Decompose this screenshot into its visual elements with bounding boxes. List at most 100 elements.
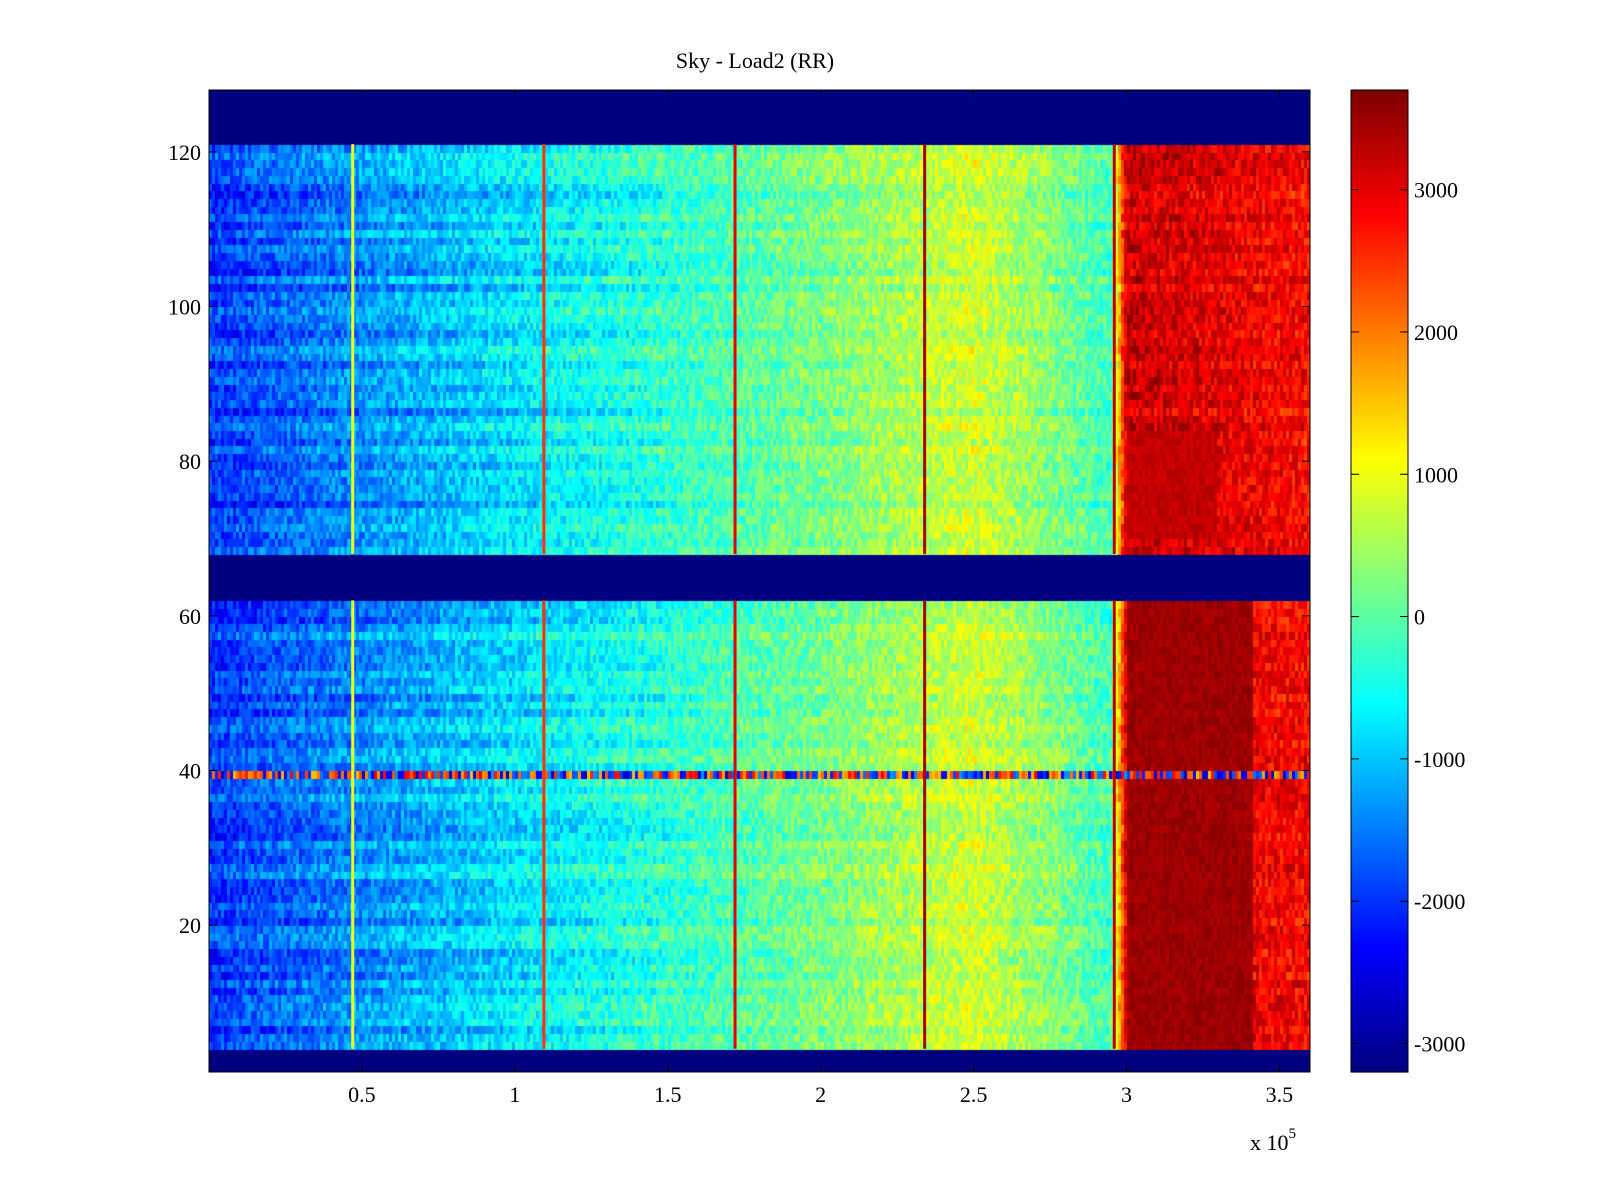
colorbar-step <box>1351 1010 1408 1016</box>
colorbar-step <box>1351 903 1408 908</box>
colorbar-step <box>1351 926 1408 931</box>
x-tick-label: 3 <box>1121 1082 1132 1107</box>
colorbar-step <box>1351 358 1408 363</box>
colorbar-step <box>1351 93 1408 99</box>
colorbar-step <box>1351 212 1408 218</box>
colorbar-step <box>1351 607 1408 613</box>
colorbar-step <box>1351 1052 1408 1058</box>
x-tick-label: 1.5 <box>654 1082 682 1107</box>
colorbar-step <box>1351 611 1408 617</box>
colorbar-step <box>1351 623 1408 628</box>
colorbar-step <box>1351 795 1408 801</box>
colorbar-step <box>1351 834 1408 839</box>
colorbar-step <box>1351 918 1408 923</box>
colorbar-step <box>1351 423 1408 429</box>
colorbar-step <box>1351 803 1408 808</box>
colorbar-step <box>1351 178 1408 183</box>
colorbar-step <box>1351 707 1408 713</box>
colorbar-step <box>1351 151 1408 156</box>
colorbar-step <box>1351 592 1408 597</box>
colorbar-step <box>1351 450 1408 456</box>
colorbar-step <box>1351 331 1408 337</box>
colorbar-step <box>1351 818 1408 824</box>
colorbar-step <box>1351 124 1408 129</box>
colorbar-step <box>1351 162 1408 168</box>
colorbar-step <box>1351 692 1408 697</box>
colorbar-step <box>1351 419 1408 425</box>
colorbar-step <box>1351 1068 1408 1073</box>
colorbar-step <box>1351 742 1408 747</box>
colorbar-step <box>1351 584 1408 590</box>
colorbar-step <box>1351 646 1408 651</box>
colorbar-step <box>1351 738 1408 743</box>
colorbar-step <box>1351 308 1408 314</box>
colorbar-step <box>1351 492 1408 498</box>
colorbar-tick-label: 0 <box>1414 605 1425 630</box>
colorbar-step <box>1351 968 1408 973</box>
x-tick-label: 1 <box>509 1082 520 1107</box>
colorbar-step <box>1351 719 1408 724</box>
colorbar-step <box>1351 960 1408 966</box>
colorbar-step <box>1351 316 1408 321</box>
colorbar-step <box>1351 235 1408 241</box>
colorbar-step <box>1351 772 1408 778</box>
colorbar-step <box>1351 519 1408 525</box>
colorbar-step <box>1351 220 1408 225</box>
colorbar-step <box>1351 661 1408 666</box>
colorbar-step <box>1351 726 1408 732</box>
colorbar-step <box>1351 1037 1408 1042</box>
y-tick-label: 80 <box>179 449 201 474</box>
colorbar-step <box>1351 922 1408 927</box>
colorbar-step <box>1351 147 1408 152</box>
colorbar-tick-label: 2000 <box>1414 320 1458 345</box>
colorbar-step <box>1351 446 1408 452</box>
colorbar-step <box>1351 983 1408 989</box>
colorbar-step <box>1351 270 1408 275</box>
colorbar-step <box>1351 826 1408 831</box>
colorbar-step <box>1351 1006 1408 1012</box>
colorbar-step <box>1351 113 1408 118</box>
colorbar-step <box>1351 941 1408 947</box>
colorbar-step <box>1351 304 1408 310</box>
colorbar-step <box>1351 550 1408 555</box>
colorbar-step <box>1351 930 1408 935</box>
colorbar-step <box>1351 289 1408 294</box>
colorbar-step <box>1351 615 1408 620</box>
colorbar-step <box>1351 887 1408 893</box>
colorbar-step <box>1351 427 1408 432</box>
colorbar-step <box>1351 861 1408 866</box>
x-scale-exponent: 5 <box>1289 1126 1297 1142</box>
colorbar-step <box>1351 531 1408 536</box>
colorbar-step <box>1351 534 1408 540</box>
chart-title: Sky - Load2 (RR) <box>676 48 834 73</box>
colorbar-step <box>1351 845 1408 851</box>
colorbar-step <box>1351 396 1408 402</box>
colorbar-step <box>1351 323 1408 329</box>
colorbar-step <box>1351 366 1408 371</box>
colorbar-step <box>1351 676 1408 682</box>
colorbar-step <box>1351 604 1408 609</box>
colorbar-step <box>1351 569 1408 574</box>
heatmap-image <box>209 90 1310 1072</box>
colorbar-step <box>1351 722 1408 728</box>
colorbar-step <box>1351 554 1408 559</box>
colorbar-step <box>1351 462 1408 467</box>
y-tick-label: 60 <box>179 604 201 629</box>
colorbar-step <box>1351 504 1408 509</box>
colorbar-step <box>1351 262 1408 268</box>
colorbar-step <box>1351 1014 1408 1019</box>
colorbar-step <box>1351 343 1408 348</box>
colorbar-step <box>1351 404 1408 409</box>
colorbar-step <box>1351 841 1408 847</box>
colorbar-step <box>1351 634 1408 640</box>
colorbar-step <box>1351 933 1408 939</box>
colorbar-tick-label: -2000 <box>1414 889 1465 914</box>
colorbar-step <box>1351 350 1408 356</box>
heatmap-cells <box>209 90 1310 1072</box>
colorbar-step <box>1351 170 1408 175</box>
colorbar-step <box>1351 277 1408 283</box>
colorbar-step <box>1351 557 1408 563</box>
y-tick-label: 120 <box>168 140 201 165</box>
colorbar-step <box>1351 979 1408 985</box>
